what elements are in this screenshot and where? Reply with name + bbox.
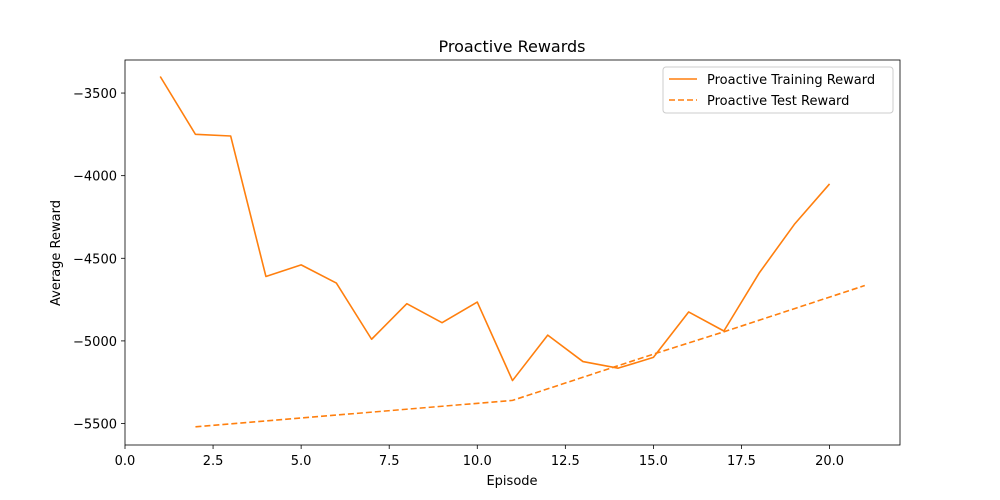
x-tick-label: 5.0	[291, 454, 312, 469]
chart-title: Proactive Rewards	[438, 37, 585, 56]
test-reward-line	[195, 284, 866, 428]
legend-entry-label: Proactive Training Reward	[707, 73, 875, 88]
axes-frame	[124, 59, 901, 446]
y-tick-label: −5500	[73, 418, 117, 433]
legend-box	[662, 66, 894, 114]
x-tick-label: 20.0	[815, 454, 844, 469]
x-tick-label: 17.5	[727, 454, 756, 469]
y-tick-label: −5000	[73, 335, 117, 350]
y-tick-label: −4500	[73, 252, 117, 267]
x-axis-label: Episode	[486, 474, 537, 489]
x-tick-label: 10.0	[463, 454, 492, 469]
plot-area: 0.0 2.5 5.0 7.5 10.0 12.5 15.0 17.5 20.0 −3500 −40…	[73, 59, 901, 469]
x-tick-label: 15.0	[639, 454, 668, 469]
legend-entry-label: Proactive Test Reward	[707, 94, 849, 109]
y-axis-label: Average Reward	[49, 200, 64, 306]
x-tick-label: 12.5	[551, 454, 580, 469]
y-tick-label: −4000	[73, 170, 117, 185]
training-reward-line	[159, 76, 831, 382]
x-tick-label: 7.5	[379, 454, 400, 469]
x-tick-label: 0.0	[115, 454, 136, 469]
legend: Proactive Training Reward Proactive Test …	[662, 66, 894, 114]
y-tick-label: −3500	[73, 87, 117, 102]
x-tick-label: 2.5	[203, 454, 224, 469]
